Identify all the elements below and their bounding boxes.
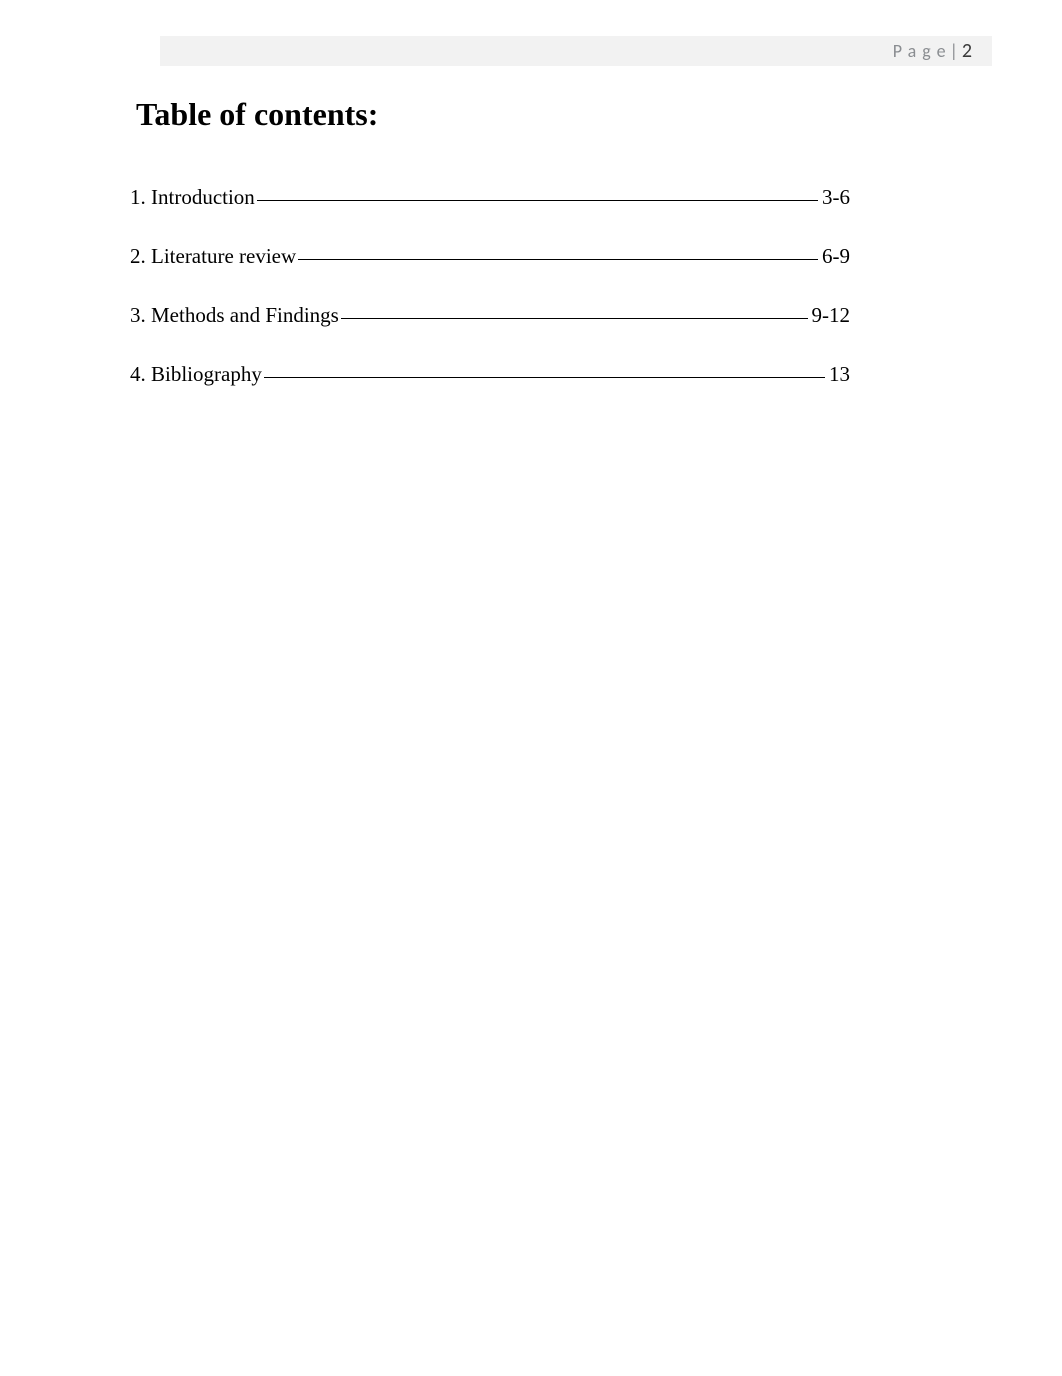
toc-row: 2. Literature review 6-9 [130, 244, 850, 269]
page-header-bar: Page | 2 [160, 36, 992, 66]
page-content: Table of contents: 1. Introduction 3-6 2… [130, 96, 850, 421]
page-header-label: Page [893, 40, 952, 62]
toc-entry-label: 1. Introduction [130, 185, 255, 210]
toc-row: 1. Introduction 3-6 [130, 185, 850, 210]
toc-entry-label: 2. Literature review [130, 244, 296, 269]
toc-leader-line [341, 318, 808, 319]
toc-leader-line [298, 259, 818, 260]
toc-entry-pages: 6-9 [820, 244, 850, 269]
toc-row: 3. Methods and Findings 9-12 [130, 303, 850, 328]
toc-row: 4. Bibliography 13 [130, 362, 850, 387]
toc-leader-line [257, 200, 818, 201]
toc-entry-label: 4. Bibliography [130, 362, 262, 387]
toc-leader-line [264, 377, 825, 378]
toc-entry-pages: 13 [827, 362, 850, 387]
page-header-separator: | [950, 40, 960, 62]
toc-entry-pages: 3-6 [820, 185, 850, 210]
toc-entry-label: 3. Methods and Findings [130, 303, 339, 328]
toc-entry-pages: 9-12 [810, 303, 851, 328]
toc-title: Table of contents: [136, 96, 850, 133]
page-header-number: 2 [962, 39, 972, 63]
